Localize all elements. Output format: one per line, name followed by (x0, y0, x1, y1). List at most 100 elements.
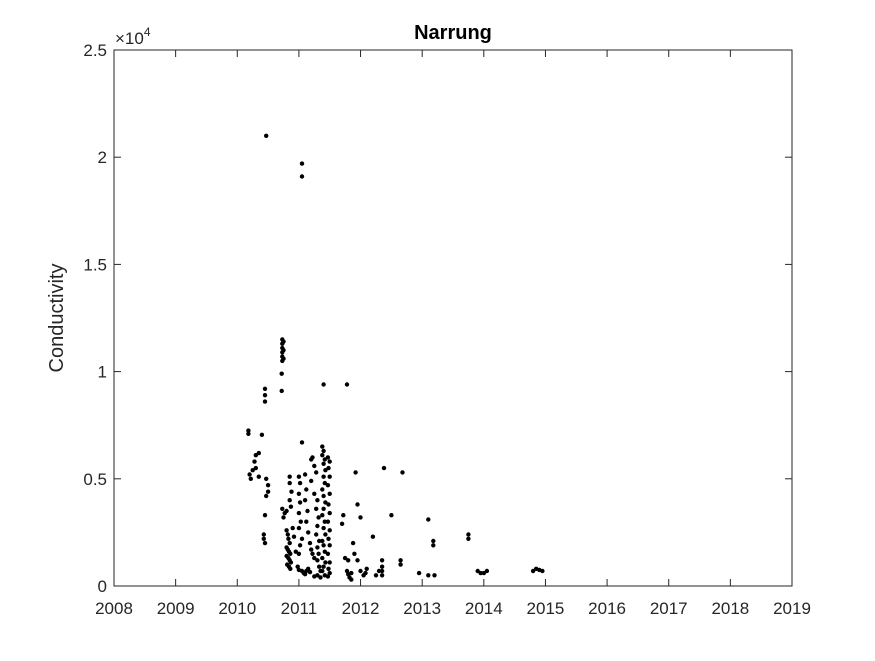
data-point (287, 480, 292, 486)
data-point (314, 532, 319, 537)
data-point (281, 339, 286, 344)
data-point (379, 564, 385, 569)
data-point (261, 536, 266, 541)
data-points (246, 133, 545, 582)
y-tick-label: 2 (98, 148, 107, 167)
data-point (484, 568, 490, 574)
data-point (317, 538, 322, 544)
data-point (315, 498, 320, 503)
data-point (290, 525, 295, 531)
data-point (320, 453, 325, 458)
x-tick-label: 2009 (157, 599, 195, 618)
data-point (323, 532, 328, 537)
data-point (478, 570, 483, 576)
data-point (376, 568, 382, 574)
y-tick-label: 1.5 (83, 255, 107, 274)
data-point (326, 566, 331, 571)
x-tick-label: 2011 (281, 599, 318, 618)
data-point (381, 465, 387, 471)
data-point (327, 459, 332, 464)
data-point (466, 536, 471, 541)
data-point (327, 491, 332, 496)
data-point (312, 555, 317, 561)
data-point (312, 574, 317, 579)
data-point (398, 562, 403, 567)
data-point (256, 474, 261, 479)
data-point (466, 532, 471, 537)
data-point (349, 570, 354, 576)
data-point (314, 506, 319, 511)
y-axis-ticks: 0 0.5 1 1.5 2 2.5 (83, 41, 792, 596)
data-point (312, 463, 317, 469)
data-point (302, 472, 308, 477)
y-exponent-power: 4 (144, 25, 151, 39)
data-point (327, 543, 332, 548)
data-point (325, 551, 331, 556)
data-point (298, 519, 303, 524)
data-point (325, 483, 331, 488)
data-point (281, 348, 286, 353)
data-point (325, 455, 331, 460)
y-exponent-base: ×10 (115, 29, 144, 48)
data-point (400, 470, 405, 475)
data-point (358, 568, 363, 574)
x-tick-label: 2017 (650, 599, 688, 618)
data-point (431, 543, 436, 548)
data-point (310, 551, 315, 556)
data-point (307, 540, 313, 546)
data-point (321, 543, 326, 548)
data-point (288, 566, 293, 571)
data-point (314, 470, 319, 475)
data-point (358, 515, 363, 520)
data-point (299, 536, 305, 541)
data-point (304, 487, 309, 492)
data-point (279, 371, 284, 376)
data-point (346, 558, 351, 563)
data-point (416, 570, 422, 576)
y-tick-label: 2.5 (83, 41, 107, 60)
data-point (350, 540, 356, 546)
data-point (262, 393, 268, 398)
data-point (364, 566, 369, 571)
data-point (252, 459, 257, 464)
data-point (296, 525, 302, 531)
data-point (264, 133, 269, 138)
data-point (389, 513, 394, 518)
x-tick-label: 2008 (95, 599, 133, 618)
data-point (326, 465, 331, 471)
data-point (293, 549, 298, 554)
data-point (322, 519, 327, 524)
data-point (309, 547, 314, 552)
data-point (297, 500, 303, 505)
data-point (530, 568, 536, 574)
data-point (426, 517, 431, 522)
data-point (312, 491, 317, 496)
data-point (259, 432, 265, 437)
x-tick-label: 2016 (588, 599, 626, 618)
data-point (327, 570, 332, 576)
data-point (327, 560, 332, 565)
data-point (310, 455, 315, 460)
data-point (297, 543, 303, 548)
data-point (316, 551, 321, 556)
y-axis-label: Conductivity (46, 264, 68, 373)
data-point (279, 388, 284, 394)
x-tick-label: 2015 (527, 599, 565, 618)
data-point (322, 457, 327, 462)
data-point (285, 532, 290, 537)
data-point (352, 551, 357, 556)
data-point (317, 564, 322, 569)
x-tick-label: 2013 (403, 599, 441, 618)
data-point (302, 498, 308, 503)
data-point (264, 476, 269, 481)
data-point (262, 399, 268, 404)
data-point (299, 174, 305, 179)
data-point (284, 528, 289, 533)
data-point (288, 560, 294, 565)
data-point (291, 534, 297, 539)
plot-area (113, 49, 793, 587)
data-point (288, 551, 293, 556)
data-point (320, 513, 325, 518)
data-point (344, 382, 350, 387)
